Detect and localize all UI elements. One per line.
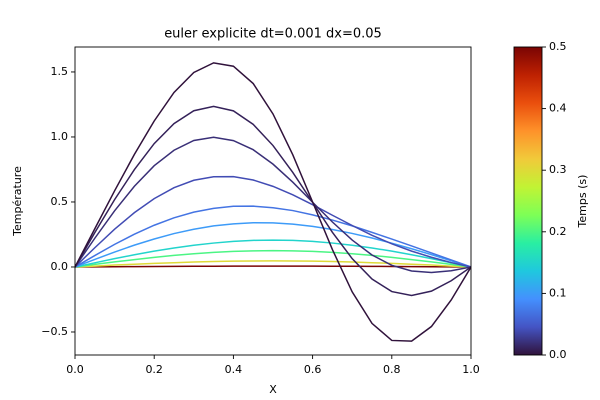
series-line xyxy=(75,265,471,268)
series-line xyxy=(75,62,471,342)
chart-title: euler explicite dt=0.001 dx=0.05 xyxy=(164,27,382,42)
y-tick-label: 1.5 xyxy=(51,65,69,78)
y-axis-label: Température xyxy=(11,166,24,237)
x-tick-label: 0.6 xyxy=(304,363,322,376)
colorbar-tick-label: 0.1 xyxy=(549,286,567,299)
colorbar xyxy=(513,46,543,356)
series-line xyxy=(75,136,471,274)
series-line xyxy=(75,105,471,297)
x-tick-label: 0.0 xyxy=(66,363,84,376)
y-tick-label: 0.0 xyxy=(51,260,69,273)
colorbar-tick-label: 0.0 xyxy=(549,348,567,361)
x-tick-label: 0.2 xyxy=(145,363,163,376)
y-tick-label: 0.5 xyxy=(51,195,69,208)
colorbar-tick-label: 0.5 xyxy=(549,40,567,53)
series-line xyxy=(75,239,471,268)
x-tick-label: 0.8 xyxy=(383,363,401,376)
colorbar-tick-label: 0.2 xyxy=(549,225,567,238)
y-tick-label: 1.0 xyxy=(51,130,69,143)
plot-area xyxy=(75,62,471,342)
series-line xyxy=(75,249,471,268)
x-tick-label: 1.0 xyxy=(462,363,480,376)
series-line xyxy=(75,222,471,268)
colorbar-label: Temps (s) xyxy=(576,175,589,229)
series-line xyxy=(75,260,471,268)
x-axis-label: X xyxy=(269,383,277,396)
series-line xyxy=(75,205,471,268)
x-tick-label: 0.4 xyxy=(225,363,243,376)
axes-frame xyxy=(74,46,472,356)
y-tick-label: −0.5 xyxy=(41,325,68,338)
colorbar-tick-label: 0.4 xyxy=(549,102,567,115)
series-line xyxy=(75,175,471,268)
colorbar-tick-label: 0.3 xyxy=(549,163,567,176)
